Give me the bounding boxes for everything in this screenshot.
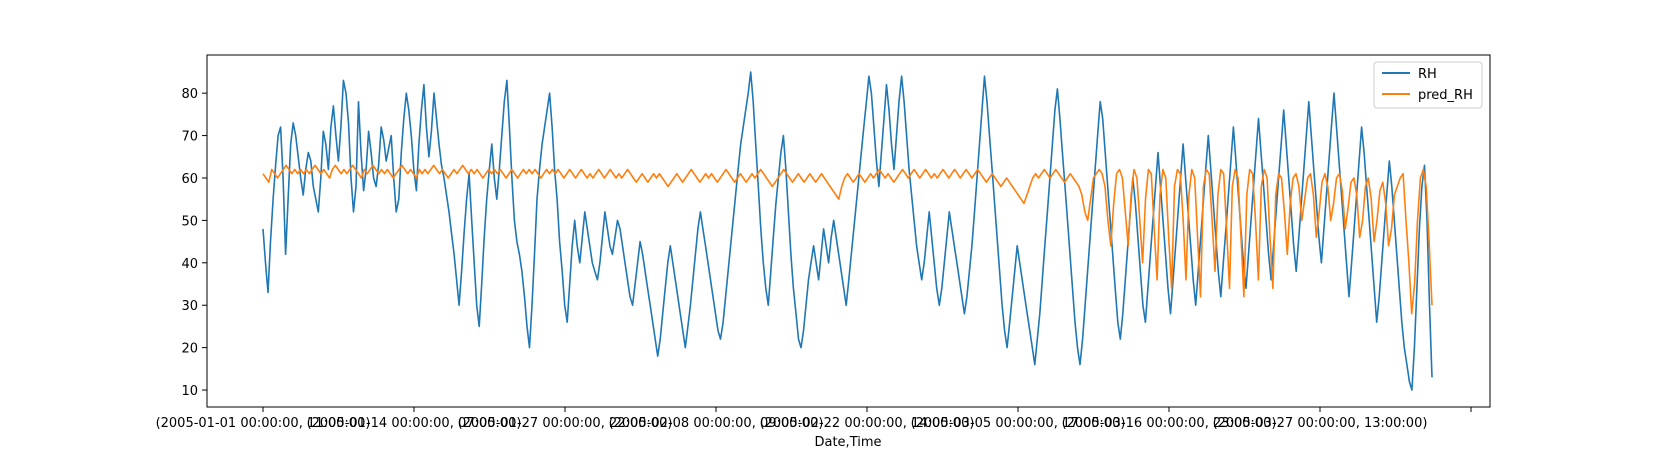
plot-frame — [206, 54, 1491, 408]
y-axis: 10 20 30 40 50 60 70 80 — [181, 87, 207, 399]
legend: RH pred_RH — [1373, 61, 1483, 109]
series-line-pred-rh — [262, 164, 1433, 315]
x-tick-label: (2005-03-27 00:00:00, 13:00:00) — [1213, 416, 1428, 431]
x-tick-label: (2005-03-16 00:00:00, 23:00:00) — [1062, 416, 1277, 431]
y-tick-label: 50 — [181, 214, 198, 229]
y-tick-label: 30 — [181, 299, 198, 314]
y-tick-label: 80 — [181, 87, 198, 102]
x-tick-label: (2005-03-05 00:00:00, 17:00:00) — [911, 416, 1126, 431]
x-axis-title: Date,Time — [814, 435, 881, 450]
x-tick-label: (2005-02-22 00:00:00, 14:00:00) — [760, 416, 975, 431]
series-layer — [262, 71, 1433, 391]
x-tick-label: (2005-01-14 00:00:00, 07:00:00) — [307, 416, 522, 431]
y-tick-label: 60 — [181, 172, 198, 187]
x-axis: (2005-01-01 00:00:00, 11:00:00)(2005-01-… — [156, 407, 1472, 431]
x-tick-label: (2005-01-01 00:00:00, 11:00:00) — [156, 416, 371, 431]
x-tick-label: (2005-01-27 00:00:00, 22:00:00) — [458, 416, 673, 431]
y-tick-label: 10 — [181, 384, 198, 399]
plot-area — [207, 55, 1490, 407]
x-tick-label: (2005-02-08 00:00:00, 09:00:00) — [609, 416, 824, 431]
series-line-rh — [262, 71, 1433, 391]
y-tick-label: 40 — [181, 257, 198, 272]
y-tick-label: 20 — [181, 342, 198, 357]
legend-label-pred-rh: pred_RH — [1418, 88, 1473, 103]
legend-label-rh: RH — [1418, 67, 1437, 82]
y-tick-label: 70 — [181, 130, 198, 145]
